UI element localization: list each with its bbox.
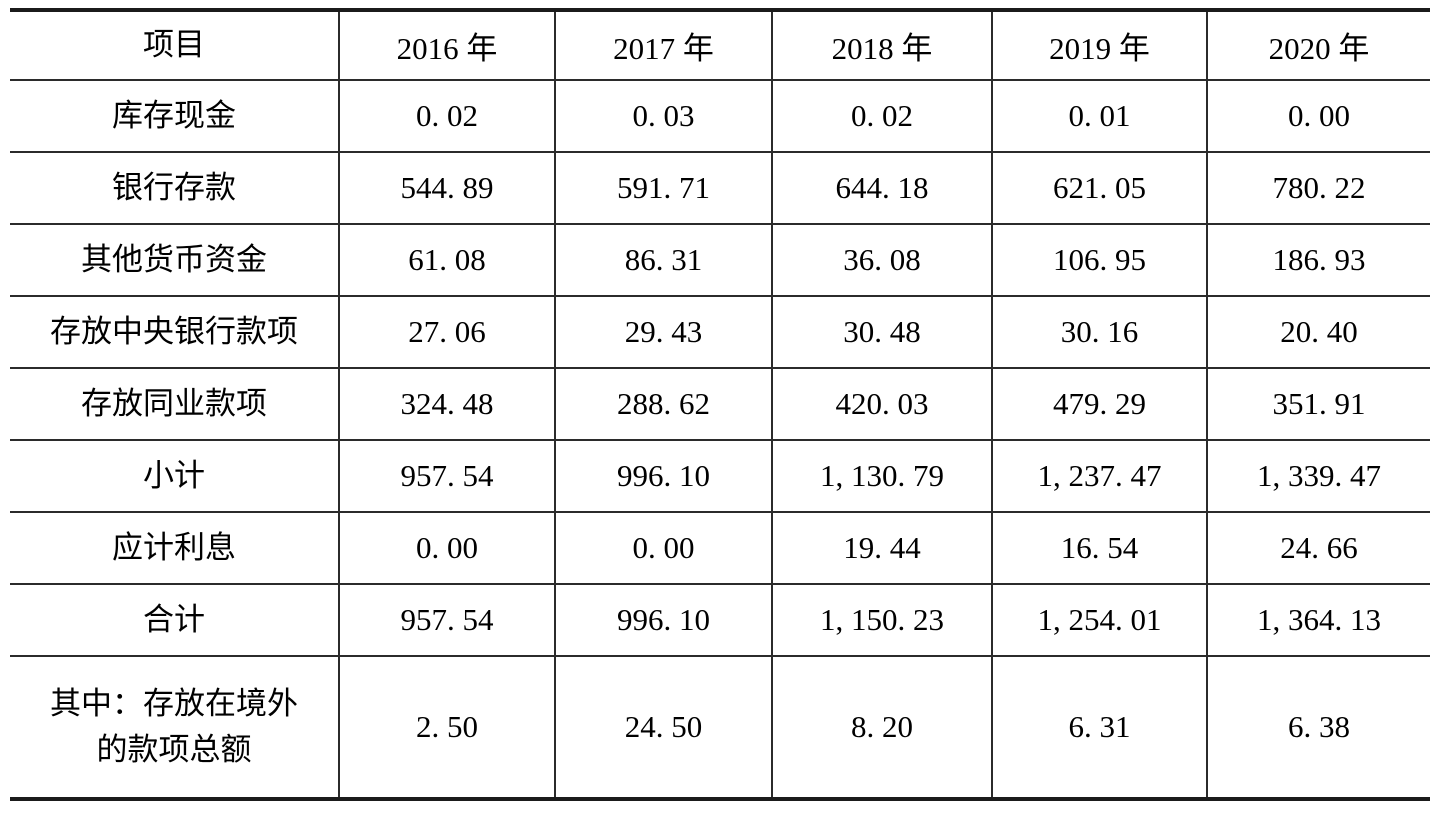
row-label: 存放同业款项 [10, 367, 340, 441]
cell-value: 1, 237. 47 [991, 439, 1208, 513]
row-label: 银行存款 [10, 151, 340, 225]
cell-value: 24. 50 [554, 655, 773, 800]
table-row: 应计利息 0. 00 0. 00 19. 44 16. 54 24. 66 [10, 511, 1430, 585]
cell-value: 16. 54 [991, 511, 1208, 585]
table-row: 其他货币资金 61. 08 86. 31 36. 08 106. 95 186.… [10, 223, 1430, 297]
table-row: 库存现金 0. 02 0. 03 0. 02 0. 01 0. 00 [10, 79, 1430, 153]
cell-value: 27. 06 [338, 295, 556, 369]
row-label: 库存现金 [10, 79, 340, 153]
table-row: 存放中央银行款项 27. 06 29. 43 30. 48 30. 16 20.… [10, 295, 1430, 369]
cell-value: 621. 05 [991, 151, 1208, 225]
table-header-row: 项目 2016 年 2017 年 2018 年 2019 年 2020 年 [10, 9, 1430, 81]
cell-value: 544. 89 [338, 151, 556, 225]
header-cell-item: 项目 [10, 9, 340, 81]
cell-value: 288. 62 [554, 367, 773, 441]
cell-value: 36. 08 [771, 223, 993, 297]
row-label: 存放中央银行款项 [10, 295, 340, 369]
cell-value: 479. 29 [991, 367, 1208, 441]
cell-value: 0. 02 [338, 79, 556, 153]
row-label: 小计 [10, 439, 340, 513]
cell-value: 644. 18 [771, 151, 993, 225]
cell-value: 19. 44 [771, 511, 993, 585]
cell-value: 24. 66 [1206, 511, 1430, 585]
cell-value: 106. 95 [991, 223, 1208, 297]
monetary-funds-table: 项目 2016 年 2017 年 2018 年 2019 年 2020 年 库存… [10, 8, 1430, 801]
cell-value: 61. 08 [338, 223, 556, 297]
cell-value: 957. 54 [338, 583, 556, 657]
table-row-total: 合计 957. 54 996. 10 1, 150. 23 1, 254. 01… [10, 583, 1430, 657]
cell-value: 86. 31 [554, 223, 773, 297]
header-cell-year-2017: 2017 年 [554, 9, 773, 81]
cell-value: 30. 48 [771, 295, 993, 369]
header-cell-year-2018: 2018 年 [771, 9, 993, 81]
row-label: 其中：存放在境外 的款项总额 [10, 655, 340, 800]
row-label: 其他货币资金 [10, 223, 340, 297]
table-row: 银行存款 544. 89 591. 71 644. 18 621. 05 780… [10, 151, 1430, 225]
row-label: 合计 [10, 583, 340, 657]
cell-value: 6. 31 [991, 655, 1208, 800]
cell-value: 957. 54 [338, 439, 556, 513]
cell-value: 1, 339. 47 [1206, 439, 1430, 513]
cell-value: 420. 03 [771, 367, 993, 441]
cell-value: 6. 38 [1206, 655, 1430, 800]
cell-value: 186. 93 [1206, 223, 1430, 297]
cell-value: 0. 00 [554, 511, 773, 585]
cell-value: 1, 364. 13 [1206, 583, 1430, 657]
cell-value: 591. 71 [554, 151, 773, 225]
row-label: 应计利息 [10, 511, 340, 585]
cell-value: 1, 130. 79 [771, 439, 993, 513]
cell-value: 1, 254. 01 [991, 583, 1208, 657]
table-row-overseas: 其中：存放在境外 的款项总额 2. 50 24. 50 8. 20 6. 31 … [10, 655, 1430, 800]
cell-value: 996. 10 [554, 583, 773, 657]
cell-value: 0. 01 [991, 79, 1208, 153]
cell-value: 780. 22 [1206, 151, 1430, 225]
cell-value: 1, 150. 23 [771, 583, 993, 657]
cell-value: 0. 03 [554, 79, 773, 153]
cell-value: 8. 20 [771, 655, 993, 800]
cell-value: 0. 02 [771, 79, 993, 153]
cell-value: 351. 91 [1206, 367, 1430, 441]
cell-value: 20. 40 [1206, 295, 1430, 369]
cell-value: 29. 43 [554, 295, 773, 369]
header-cell-year-2020: 2020 年 [1206, 9, 1430, 81]
header-cell-year-2019: 2019 年 [991, 9, 1208, 81]
cell-value: 30. 16 [991, 295, 1208, 369]
cell-value: 0. 00 [1206, 79, 1430, 153]
cell-value: 2. 50 [338, 655, 556, 800]
table-row: 存放同业款项 324. 48 288. 62 420. 03 479. 29 3… [10, 367, 1430, 441]
cell-value: 0. 00 [338, 511, 556, 585]
table-row-subtotal: 小计 957. 54 996. 10 1, 130. 79 1, 237. 47… [10, 439, 1430, 513]
cell-value: 324. 48 [338, 367, 556, 441]
cell-value: 996. 10 [554, 439, 773, 513]
header-cell-year-2016: 2016 年 [338, 9, 556, 81]
